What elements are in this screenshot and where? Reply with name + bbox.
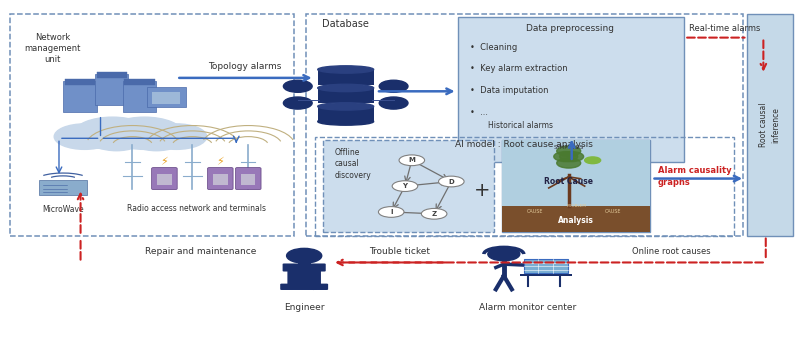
Text: •  Cleaning: • Cleaning	[470, 43, 518, 52]
Circle shape	[422, 209, 447, 219]
Text: Y: Y	[402, 183, 407, 189]
Ellipse shape	[318, 66, 374, 73]
FancyBboxPatch shape	[63, 81, 97, 112]
FancyBboxPatch shape	[123, 81, 157, 112]
FancyBboxPatch shape	[502, 140, 650, 207]
Text: M: M	[408, 157, 415, 163]
FancyBboxPatch shape	[318, 88, 374, 103]
Circle shape	[378, 207, 404, 217]
Ellipse shape	[318, 118, 374, 125]
Text: Root Cause: Root Cause	[543, 177, 593, 186]
Text: Data preprocessing: Data preprocessing	[526, 24, 614, 33]
FancyBboxPatch shape	[235, 167, 261, 190]
Circle shape	[106, 117, 182, 149]
Text: •  Key alarm extraction: • Key alarm extraction	[470, 64, 568, 73]
Text: CAUSE: CAUSE	[605, 210, 622, 214]
Text: Engineer: Engineer	[284, 303, 325, 312]
FancyBboxPatch shape	[95, 74, 129, 105]
Text: +: +	[474, 181, 490, 200]
FancyBboxPatch shape	[241, 174, 255, 185]
FancyBboxPatch shape	[39, 180, 87, 195]
Circle shape	[557, 146, 581, 156]
Text: AI model : Root cause analysis: AI model : Root cause analysis	[455, 140, 593, 149]
Text: •  ...: • ...	[470, 108, 488, 117]
Circle shape	[146, 124, 206, 149]
Text: Alarm causality
graphs: Alarm causality graphs	[658, 166, 731, 187]
Circle shape	[557, 158, 581, 168]
FancyBboxPatch shape	[213, 174, 227, 185]
Circle shape	[91, 129, 142, 151]
FancyBboxPatch shape	[280, 284, 328, 290]
FancyBboxPatch shape	[318, 69, 374, 85]
Text: CAUSE: CAUSE	[526, 210, 543, 214]
Ellipse shape	[318, 84, 374, 92]
Text: I: I	[390, 209, 393, 215]
Text: ⚙: ⚙	[308, 279, 319, 293]
Text: Offline
causal
discovery: Offline causal discovery	[334, 148, 371, 180]
FancyBboxPatch shape	[458, 18, 684, 162]
Circle shape	[488, 247, 520, 261]
Text: Alarm monitor center: Alarm monitor center	[479, 303, 577, 312]
FancyBboxPatch shape	[298, 259, 310, 265]
Text: Topology alarms: Topology alarms	[207, 62, 281, 71]
Circle shape	[283, 97, 312, 109]
FancyBboxPatch shape	[520, 274, 572, 276]
FancyBboxPatch shape	[524, 259, 568, 273]
Text: Online root causes: Online root causes	[632, 247, 711, 256]
FancyBboxPatch shape	[746, 14, 793, 236]
FancyBboxPatch shape	[147, 87, 186, 107]
FancyBboxPatch shape	[152, 167, 177, 190]
Text: ⚡: ⚡	[217, 157, 224, 167]
FancyBboxPatch shape	[502, 140, 650, 232]
FancyBboxPatch shape	[502, 207, 650, 232]
Circle shape	[554, 152, 578, 162]
FancyBboxPatch shape	[322, 140, 494, 232]
Circle shape	[379, 97, 408, 109]
Circle shape	[283, 80, 312, 92]
Text: MicroWave: MicroWave	[42, 206, 84, 214]
Circle shape	[560, 152, 584, 162]
Text: PROBLEM: PROBLEM	[566, 205, 586, 208]
FancyBboxPatch shape	[282, 264, 326, 272]
Text: ⚡: ⚡	[161, 157, 168, 167]
Text: Real-time alarms: Real-time alarms	[689, 24, 761, 33]
Ellipse shape	[318, 103, 374, 110]
Circle shape	[438, 176, 464, 187]
Circle shape	[379, 80, 408, 92]
FancyBboxPatch shape	[153, 92, 180, 104]
Text: D: D	[449, 179, 454, 184]
Text: Historical alarms: Historical alarms	[488, 121, 553, 130]
Text: Radio access network and terminals: Radio access network and terminals	[127, 204, 266, 213]
FancyBboxPatch shape	[318, 106, 374, 122]
Circle shape	[399, 155, 425, 166]
Text: •  Data imputation: • Data imputation	[470, 86, 549, 95]
Text: Analysis: Analysis	[558, 216, 594, 225]
Text: SYMPTOMS: SYMPTOMS	[554, 145, 584, 150]
FancyBboxPatch shape	[287, 265, 321, 285]
Text: Network
management
unit: Network management unit	[25, 33, 81, 64]
Circle shape	[585, 157, 601, 164]
Circle shape	[74, 117, 151, 149]
FancyBboxPatch shape	[97, 72, 127, 78]
Circle shape	[392, 181, 418, 191]
Text: Database: Database	[322, 19, 369, 29]
Text: Root causal
inference: Root causal inference	[759, 103, 780, 147]
Circle shape	[286, 248, 322, 263]
Text: Repair and maintenance: Repair and maintenance	[145, 247, 256, 256]
Circle shape	[54, 124, 115, 149]
FancyBboxPatch shape	[125, 79, 155, 85]
Circle shape	[131, 129, 182, 151]
FancyBboxPatch shape	[158, 174, 171, 185]
FancyBboxPatch shape	[207, 167, 233, 190]
Text: Trouble ticket: Trouble ticket	[370, 247, 430, 256]
FancyBboxPatch shape	[65, 79, 95, 85]
Text: Z: Z	[431, 211, 437, 217]
